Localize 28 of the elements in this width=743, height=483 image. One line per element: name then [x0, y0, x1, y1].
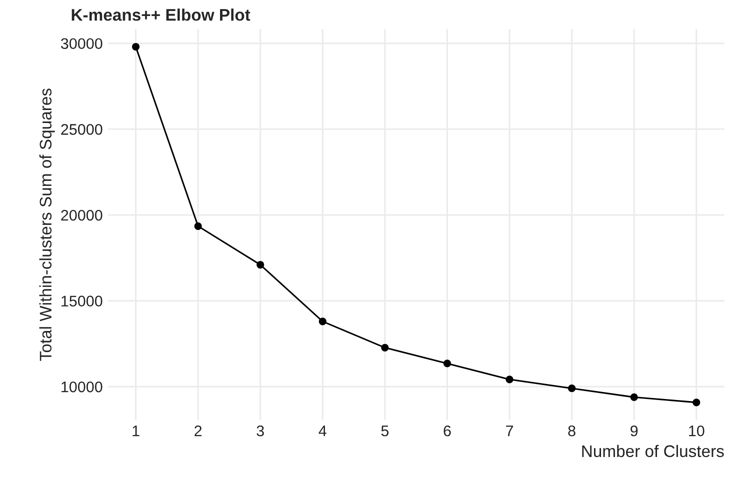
point — [381, 344, 389, 352]
x-tick-label: 2 — [194, 425, 202, 436]
y-axis-title: Total Within-clusters Sum of Squares — [39, 88, 55, 361]
y-tick-label: 30000 — [60, 38, 102, 50]
x-axis-title: Number of Clusters — [582, 444, 724, 458]
point — [692, 398, 700, 406]
point — [132, 42, 140, 51]
y-tick-label: 15000 — [62, 296, 102, 306]
x-tick-label: 6 — [444, 425, 451, 436]
x-tick-label: 4 — [318, 426, 326, 436]
point — [256, 260, 264, 269]
y-tick-label: 10000 — [62, 382, 102, 392]
x-tick-label: 9 — [630, 425, 638, 436]
y-tick-label: 25000 — [61, 124, 102, 135]
point — [568, 384, 576, 392]
point — [318, 318, 326, 326]
point — [630, 393, 638, 402]
point — [194, 222, 202, 230]
point — [443, 360, 452, 368]
chart-title: K-means++ Elbow Plot — [72, 8, 250, 21]
x-tick-label: 5 — [381, 426, 389, 436]
y-tick-label: 20000 — [61, 210, 102, 221]
x-tick-label: 3 — [256, 425, 264, 436]
x-tick-label: 7 — [506, 426, 513, 436]
point — [506, 376, 514, 384]
x-tick-label: 1 — [132, 426, 140, 436]
x-tick-label: 10 — [689, 425, 704, 436]
x-tick-label: 8 — [568, 425, 576, 436]
